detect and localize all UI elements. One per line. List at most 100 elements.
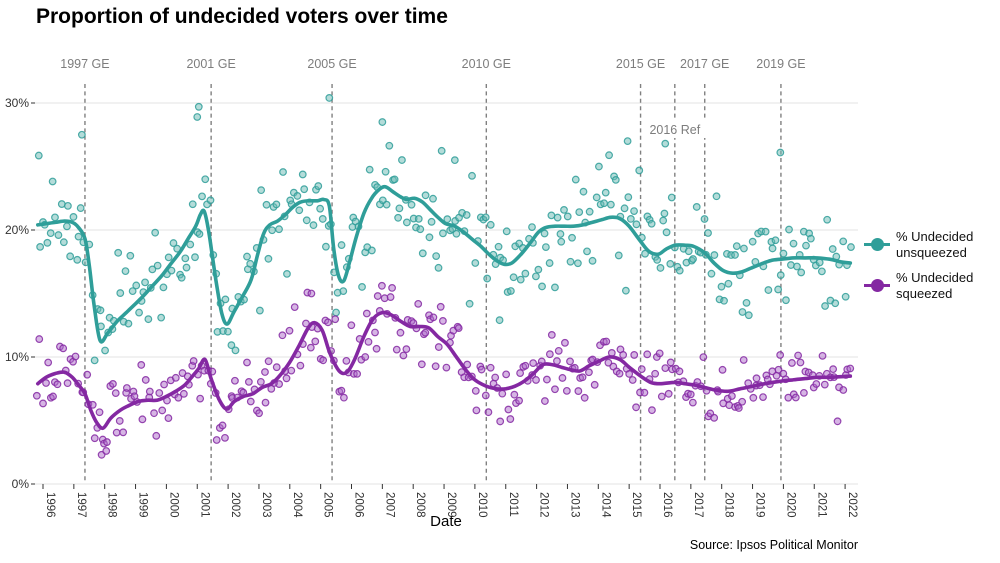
- scatter-point: [759, 393, 767, 402]
- scatter-point: [516, 275, 525, 284]
- scatter-point: [779, 249, 788, 258]
- scatter-point: [731, 251, 739, 259]
- scatter-point: [59, 238, 68, 247]
- scatter-point: [74, 232, 83, 241]
- scatter-point: [648, 406, 656, 415]
- scatter-point: [83, 370, 92, 379]
- scatter-point: [436, 302, 445, 311]
- scatter-point: [579, 187, 588, 196]
- scatter-point: [692, 203, 701, 211]
- x-tick-label: 2008: [414, 492, 426, 518]
- event-label: 2010 GE: [462, 57, 511, 71]
- scatter-point: [316, 204, 325, 213]
- event-label: 1997 GE: [60, 57, 109, 71]
- scatter-point: [36, 242, 45, 251]
- scatter-point: [243, 252, 251, 261]
- scatter-point: [96, 306, 105, 315]
- scatter-point: [462, 211, 471, 219]
- scatter-point: [568, 233, 576, 242]
- x-tick-label: 2021: [815, 492, 827, 518]
- scatter-point: [32, 391, 41, 400]
- scatter-point: [744, 311, 753, 320]
- scatter-point: [148, 265, 157, 274]
- x-tick-label: 1996: [44, 492, 56, 518]
- scatter-point: [545, 350, 554, 359]
- scatter-point: [396, 328, 405, 337]
- scatter-point: [734, 404, 743, 412]
- scatter-point: [198, 192, 206, 201]
- scatter-point: [66, 252, 75, 261]
- x-tick-label: 2003: [260, 492, 272, 518]
- scatter-point: [275, 225, 283, 234]
- scatter-point: [101, 346, 109, 355]
- trend-line: [36, 310, 853, 431]
- scatter-point: [319, 356, 328, 365]
- scatter-point: [283, 269, 291, 278]
- scatter-point: [653, 256, 662, 264]
- event-label: 2016 Ref: [649, 123, 700, 137]
- scatter-point: [282, 374, 291, 383]
- scatter-point: [601, 188, 610, 197]
- scatter-point: [707, 269, 716, 278]
- scatter-point: [201, 175, 210, 184]
- scatter-point: [761, 227, 770, 236]
- scatter-point: [114, 248, 123, 257]
- scatter-point: [293, 192, 302, 200]
- scatter-point: [177, 273, 186, 282]
- scatter-point: [574, 387, 583, 395]
- scatter-point: [342, 356, 351, 365]
- x-tick-label: 2015: [630, 492, 642, 518]
- scatter-point: [675, 367, 684, 376]
- scatter-point: [407, 200, 416, 209]
- scatter-point: [806, 234, 815, 243]
- scatter-point: [667, 193, 676, 202]
- x-tick-label: 2005: [322, 492, 334, 518]
- scatter-point: [495, 316, 504, 325]
- scatter-point: [588, 256, 597, 265]
- scatter-point: [656, 264, 665, 272]
- scatter-point: [429, 313, 438, 322]
- scatter-point: [416, 225, 425, 234]
- scatter-point: [186, 240, 195, 249]
- scatter-point: [620, 204, 629, 213]
- scatter-point: [465, 299, 474, 308]
- scatter-point: [246, 397, 255, 406]
- scatter-point: [553, 213, 562, 222]
- scatter-point: [73, 255, 82, 264]
- legend: % Undecided unsqueezed % Undecided squee…: [864, 229, 1000, 311]
- scatter-point: [365, 165, 374, 174]
- scatter-point: [776, 351, 785, 359]
- scatter-point: [44, 358, 53, 367]
- scatter-point: [218, 421, 227, 430]
- scatter-point: [109, 379, 117, 388]
- scatter-point: [506, 415, 515, 423]
- scatter-point: [76, 204, 85, 212]
- scatter-point: [46, 229, 55, 238]
- scatter-point: [664, 389, 673, 398]
- legend-dot-swatch: [870, 279, 884, 292]
- scatter-point: [227, 341, 236, 350]
- event-label: 2015 GE: [616, 57, 665, 71]
- scatter-point: [541, 397, 549, 405]
- scatter-point: [590, 380, 599, 389]
- scatter-point: [752, 374, 761, 383]
- scatter-point: [116, 289, 125, 297]
- scatter-point: [399, 351, 408, 360]
- scatter-point: [395, 204, 404, 213]
- scatter-point: [153, 261, 162, 270]
- scatter-point: [529, 359, 538, 367]
- scatter-point: [121, 267, 130, 276]
- scatter-point: [521, 269, 530, 278]
- scatter-point: [54, 231, 63, 239]
- scatter-point: [437, 146, 446, 155]
- scatter-point: [322, 242, 330, 251]
- unsqueezed-series-marker-icon: [864, 238, 890, 252]
- scatter-point: [820, 380, 829, 389]
- scatter-point: [498, 389, 507, 398]
- scatter-point: [385, 141, 394, 150]
- scatter-point: [481, 391, 490, 400]
- scatter-point: [314, 182, 323, 190]
- scatter-point: [509, 273, 518, 282]
- scatter-point: [174, 393, 183, 402]
- scatter-point: [195, 230, 204, 238]
